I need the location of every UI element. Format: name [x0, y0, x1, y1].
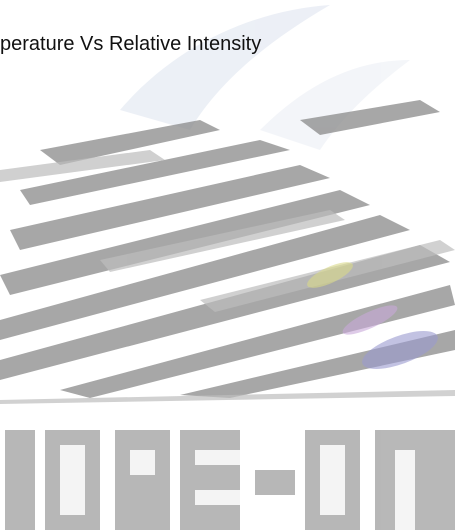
background-swoosh	[120, 5, 410, 150]
glitch-accents	[307, 262, 438, 369]
title: perature Vs Relative Intensity	[0, 33, 261, 55]
glitch-letter-gaps	[60, 445, 415, 530]
